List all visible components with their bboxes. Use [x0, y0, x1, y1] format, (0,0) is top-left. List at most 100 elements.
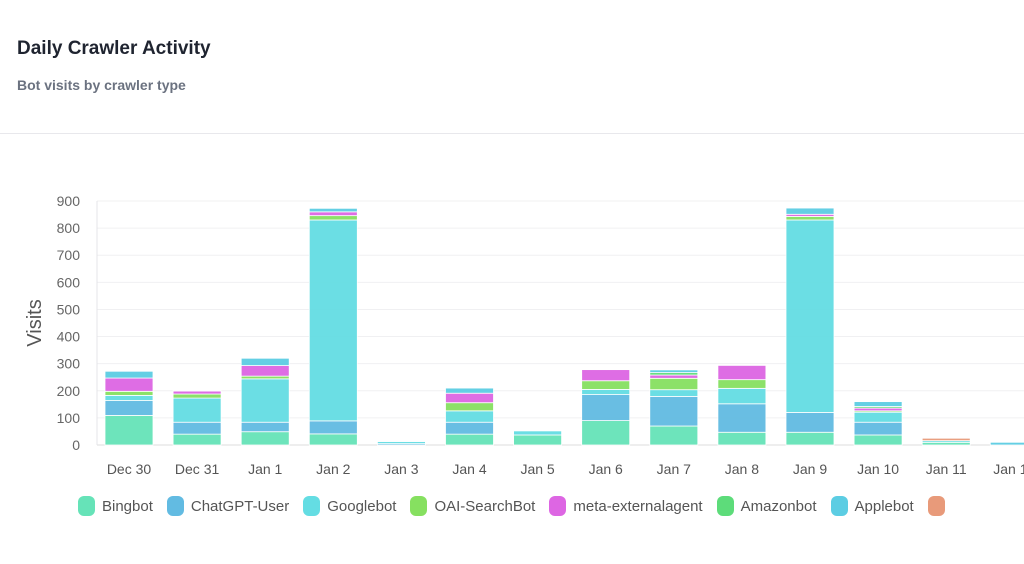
bar-segment-oai-searchbot — [785, 216, 835, 221]
bar-segment-applebot — [104, 370, 154, 379]
bar-segment-bingbot — [853, 434, 903, 446]
bar-segment-meta-externalagent — [445, 392, 494, 404]
legend-swatch — [303, 496, 321, 516]
bar-segment-chatgpt-user — [853, 421, 903, 436]
y-tick-label: 200 — [57, 383, 81, 399]
y-tick-label: 700 — [57, 247, 81, 263]
y-tick-label: 800 — [57, 220, 81, 236]
bar-segment-bingbot — [581, 420, 631, 446]
bar-segment-bingbot — [172, 433, 222, 446]
legend-label: OAI-SearchBot — [434, 497, 536, 515]
legend-swatch — [716, 496, 734, 516]
bar-segment-meta-externalagent — [853, 407, 903, 412]
bar-segment-applebot — [445, 387, 494, 394]
bar-segment-googlebot — [445, 410, 494, 423]
legend-swatch — [78, 496, 95, 516]
bar-segment-bingbot — [717, 431, 767, 446]
bar-segment-applebot — [172, 390, 222, 392]
bar-segment-bingbot — [921, 441, 971, 446]
legend: Bingbot ChatGPT-User Googlebot OAI-SearchBo… — [78, 496, 945, 516]
x-tick-label: Dec 31 — [175, 461, 220, 477]
legend-item[interactable]: OAI-SearchBot — [410, 496, 535, 516]
legend-swatch — [830, 496, 848, 516]
bar-segment-chatgpt-user — [104, 400, 154, 416]
chart-title: Daily Crawler Activity — [17, 38, 211, 59]
bar-segment-series-7 — [921, 437, 971, 442]
legend-item[interactable]: Applebot — [830, 496, 914, 516]
bar-segment-chatgpt-user — [445, 421, 494, 435]
bar-segment-chatgpt-user — [240, 421, 290, 433]
bar-segment-oai-searchbot — [240, 375, 290, 380]
x-tick-label: Jan 12 — [993, 461, 1024, 477]
bar-segment-meta-externalagent — [240, 365, 290, 377]
bar-segment-bingbot — [104, 415, 154, 446]
bar-segment-applebot — [376, 440, 426, 442]
bar-segment-googlebot — [717, 387, 767, 405]
legend-item[interactable]: Amazonbot — [716, 496, 817, 516]
x-tick-label: Dec 30 — [107, 461, 152, 477]
bar-segment-applebot — [240, 357, 290, 366]
bar-segment-meta-externalagent — [717, 364, 767, 381]
legend-item[interactable] — [927, 496, 945, 516]
legend-item[interactable]: Bingbot — [78, 496, 153, 516]
bar-segment-meta-externalagent — [649, 374, 699, 379]
bar-segment-bingbot — [445, 433, 494, 446]
legend-label: meta-externalagent — [573, 497, 703, 515]
bar-segment-googlebot — [172, 397, 222, 423]
bar-segment-applebot — [785, 207, 835, 215]
bar-segment-googlebot — [649, 389, 699, 397]
y-tick-label: 100 — [57, 410, 81, 426]
x-tick-label: Jan 9 — [793, 461, 827, 477]
bar-segment-googlebot — [308, 219, 358, 422]
x-tick-label: Jan 7 — [657, 461, 691, 477]
bar-segment-googlebot — [785, 219, 835, 413]
bar-segment-googlebot — [581, 389, 631, 395]
bar-segment-oai-searchbot — [104, 390, 154, 396]
bar-segment-chatgpt-user — [717, 403, 767, 433]
bar-segment-applebot — [853, 401, 903, 407]
legend-item[interactable]: meta-externalagent — [549, 496, 703, 516]
bar-segment-chatgpt-user — [172, 421, 222, 435]
bar-segment-applebot — [308, 207, 358, 213]
x-tick-label: Jan 3 — [384, 461, 418, 477]
bar-segment-meta-externalagent — [104, 377, 154, 392]
bar-segment-chatgpt-user — [308, 420, 358, 435]
bar-segment-applebot — [649, 369, 699, 374]
x-tick-label: Jan 2 — [316, 461, 350, 477]
legend-label: Googlebot — [327, 497, 397, 515]
y-tick-label: 500 — [57, 301, 81, 317]
bar-segment-meta-externalagent — [308, 211, 358, 217]
y-tick-label: 900 — [57, 193, 81, 209]
x-tick-label: Jan 6 — [589, 461, 623, 477]
legend-swatch — [549, 496, 567, 516]
legend-label: Applebot — [854, 497, 914, 515]
bar-segment-oai-searchbot — [172, 393, 222, 399]
bar-segment-chatgpt-user — [649, 396, 699, 427]
y-tick-label: 400 — [57, 329, 81, 345]
bar-segment-chatgpt-user — [581, 394, 631, 422]
legend-label: ChatGPT-User — [190, 497, 290, 515]
bar-segment-bingbot — [649, 425, 699, 446]
bar-segment-oai-searchbot — [308, 215, 358, 221]
x-tick-label: Jan 4 — [452, 461, 486, 477]
legend-item[interactable]: ChatGPT-User — [166, 496, 290, 516]
bar-segment-applebot — [717, 364, 767, 366]
bar-segment-googlebot — [104, 394, 154, 401]
y-tick-label: 300 — [57, 356, 81, 372]
bar-segment-googlebot — [513, 430, 562, 436]
bar-segment-oai-searchbot — [581, 380, 631, 390]
x-tick-label: Jan 10 — [857, 461, 899, 477]
bar-segment-googlebot — [853, 411, 903, 423]
bar-segment-meta-externalagent — [172, 390, 222, 395]
bar-segment-bingbot — [513, 434, 562, 446]
x-tick-label: Jan 8 — [725, 461, 759, 477]
bar-segment-oai-searchbot — [445, 402, 494, 412]
y-tick-label: 600 — [57, 274, 81, 290]
legend-label: Bingbot — [102, 497, 153, 515]
divider — [0, 133, 1024, 134]
x-tick-label: Jan 11 — [926, 461, 967, 477]
legend-item[interactable]: Googlebot — [303, 496, 396, 516]
bar-segment-oai-searchbot — [649, 377, 699, 391]
bar-segment-googlebot — [240, 378, 290, 423]
